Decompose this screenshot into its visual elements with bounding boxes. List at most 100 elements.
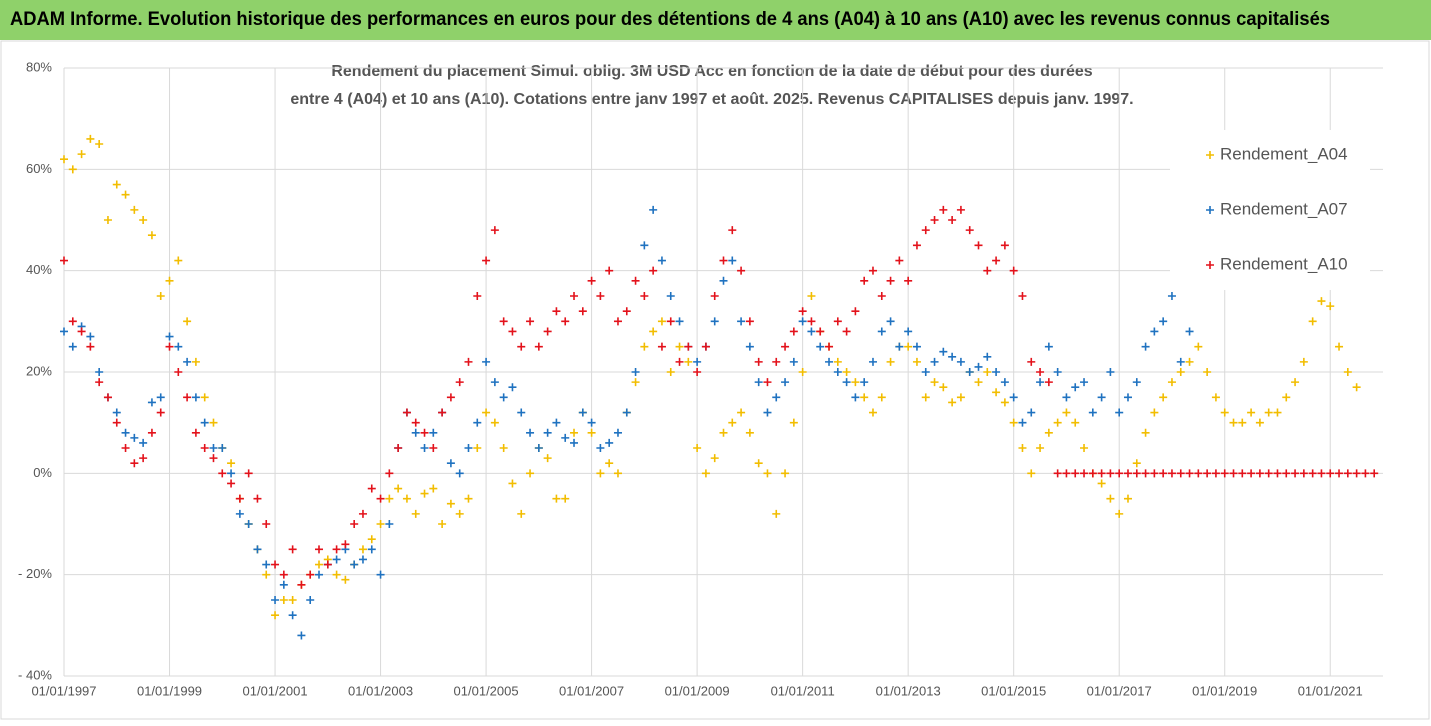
point bbox=[570, 428, 579, 437]
point bbox=[904, 342, 913, 351]
point bbox=[411, 428, 420, 437]
point bbox=[684, 342, 693, 351]
point bbox=[1255, 469, 1264, 478]
point bbox=[244, 469, 253, 478]
point bbox=[1097, 469, 1106, 478]
point bbox=[851, 307, 860, 316]
legend-label: Rendement_A04 bbox=[1220, 144, 1348, 163]
point bbox=[446, 459, 455, 468]
point bbox=[482, 408, 491, 417]
point bbox=[675, 342, 684, 351]
point bbox=[578, 307, 587, 316]
point bbox=[1141, 428, 1150, 437]
point bbox=[631, 368, 640, 376]
point bbox=[921, 393, 930, 402]
x-tick-label: 01/01/2017 bbox=[1087, 683, 1152, 698]
point bbox=[332, 545, 341, 554]
point bbox=[271, 596, 280, 604]
point bbox=[657, 342, 666, 351]
point bbox=[77, 150, 86, 159]
point bbox=[737, 266, 746, 275]
point bbox=[710, 317, 719, 326]
point bbox=[1053, 469, 1062, 478]
point bbox=[772, 393, 781, 402]
point bbox=[1176, 357, 1185, 366]
point bbox=[807, 327, 816, 336]
point bbox=[948, 216, 957, 224]
point bbox=[605, 459, 614, 468]
y-tick-label: 0% bbox=[33, 465, 52, 480]
point bbox=[394, 484, 403, 493]
point bbox=[200, 393, 209, 402]
chart-border bbox=[0, 40, 1430, 720]
point bbox=[1036, 378, 1045, 387]
point bbox=[1044, 428, 1053, 437]
point bbox=[1132, 469, 1141, 478]
point bbox=[833, 357, 842, 366]
point bbox=[1132, 378, 1141, 387]
point bbox=[930, 378, 939, 387]
point bbox=[1211, 469, 1220, 478]
point bbox=[1062, 393, 1071, 402]
point bbox=[1150, 327, 1159, 336]
x-tick-label: 01/01/2019 bbox=[1192, 683, 1257, 698]
point bbox=[613, 469, 622, 478]
point bbox=[851, 378, 860, 387]
point bbox=[1211, 393, 1220, 402]
point bbox=[1088, 408, 1097, 417]
point bbox=[613, 428, 622, 437]
point bbox=[930, 357, 939, 366]
point bbox=[912, 357, 921, 366]
x-tick-label: 01/01/1999 bbox=[137, 683, 202, 698]
point bbox=[490, 226, 499, 235]
point bbox=[534, 342, 543, 351]
point bbox=[719, 428, 728, 437]
point bbox=[543, 327, 552, 336]
point bbox=[1115, 408, 1124, 417]
point bbox=[1044, 342, 1053, 351]
point bbox=[1343, 368, 1352, 376]
point bbox=[640, 292, 649, 300]
point bbox=[1097, 393, 1106, 402]
point bbox=[666, 317, 675, 326]
point bbox=[464, 444, 473, 452]
point bbox=[825, 357, 834, 366]
point bbox=[851, 393, 860, 402]
point bbox=[341, 575, 350, 584]
point bbox=[939, 205, 948, 214]
point bbox=[1088, 469, 1097, 478]
point bbox=[464, 494, 473, 503]
point bbox=[473, 292, 482, 300]
point bbox=[1167, 469, 1176, 478]
point bbox=[1167, 292, 1176, 300]
legend-label: Rendement_A07 bbox=[1220, 199, 1348, 218]
point bbox=[534, 444, 543, 452]
point bbox=[798, 317, 807, 326]
point bbox=[763, 378, 772, 387]
point bbox=[332, 570, 341, 579]
point bbox=[649, 266, 658, 275]
chart-title: ADAM Informe. Evolution historique des p… bbox=[10, 9, 1330, 30]
point bbox=[1203, 469, 1212, 478]
point bbox=[719, 256, 728, 265]
point bbox=[781, 378, 790, 387]
point bbox=[130, 433, 139, 442]
point bbox=[1308, 469, 1317, 478]
point bbox=[693, 444, 702, 452]
point bbox=[121, 428, 130, 437]
point bbox=[420, 444, 429, 452]
point bbox=[315, 560, 324, 569]
point bbox=[552, 418, 561, 427]
point bbox=[754, 459, 763, 468]
point bbox=[1132, 459, 1141, 468]
point bbox=[675, 357, 684, 366]
point bbox=[789, 327, 798, 336]
point bbox=[209, 418, 218, 427]
point bbox=[666, 292, 675, 300]
point bbox=[1176, 368, 1185, 376]
x-tick-label: 01/01/2001 bbox=[243, 683, 308, 698]
point bbox=[103, 216, 112, 224]
point bbox=[789, 418, 798, 427]
point bbox=[385, 494, 394, 503]
point bbox=[490, 378, 499, 387]
